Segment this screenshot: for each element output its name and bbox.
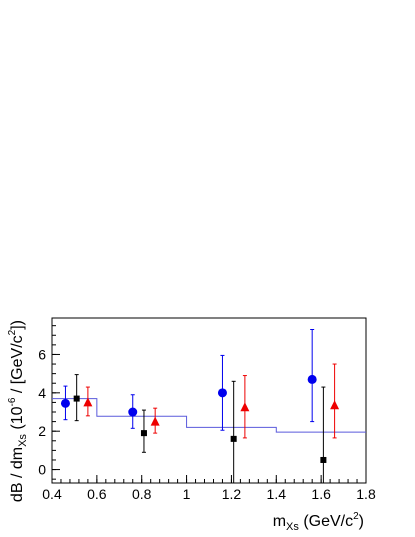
triangle-marker: [83, 397, 93, 407]
x-tick-label: 0.4: [42, 486, 62, 502]
x-tick-label: 0.6: [87, 486, 107, 502]
square-marker: [140, 430, 147, 437]
data-points: [60, 329, 340, 484]
x-tick-label: 1.8: [356, 486, 376, 502]
square-marker: [230, 435, 237, 442]
x-tick-label: 0.8: [132, 486, 152, 502]
square-marker: [73, 395, 80, 402]
triangle-marker: [240, 402, 250, 412]
circle-marker: [128, 407, 138, 417]
axis-ticks: [51, 325, 367, 483]
circle-marker: [60, 398, 70, 408]
x-tick-label: 1.6: [311, 486, 331, 502]
tick-labels: 0.4 0.6 0.8 1 1.2 1.4 1.6 1.8 0 2 4 6: [38, 346, 376, 502]
triangle-marker: [330, 400, 340, 410]
y-tick-label: 0: [38, 462, 46, 478]
model-histogram: [52, 398, 366, 433]
triangle-marker: [150, 416, 160, 426]
circle-marker: [307, 374, 317, 384]
y-tick-label: 4: [38, 385, 46, 401]
model-histogram-line: [52, 398, 366, 433]
y-tick-label: 6: [38, 346, 46, 362]
circle-marker: [217, 388, 227, 398]
square-marker: [320, 456, 327, 463]
x-axis-title: mXs (GeV/c2): [273, 511, 364, 533]
x-tick-label: 1.4: [267, 486, 287, 502]
plot-frame: [51, 317, 367, 484]
y-axis-title: dB / dmXs (10-6 / [GeV/c2]): [7, 320, 29, 502]
x-tick-label: 1.2: [222, 486, 242, 502]
x-tick-label: 1: [183, 486, 191, 502]
y-tick-label: 2: [38, 423, 46, 439]
